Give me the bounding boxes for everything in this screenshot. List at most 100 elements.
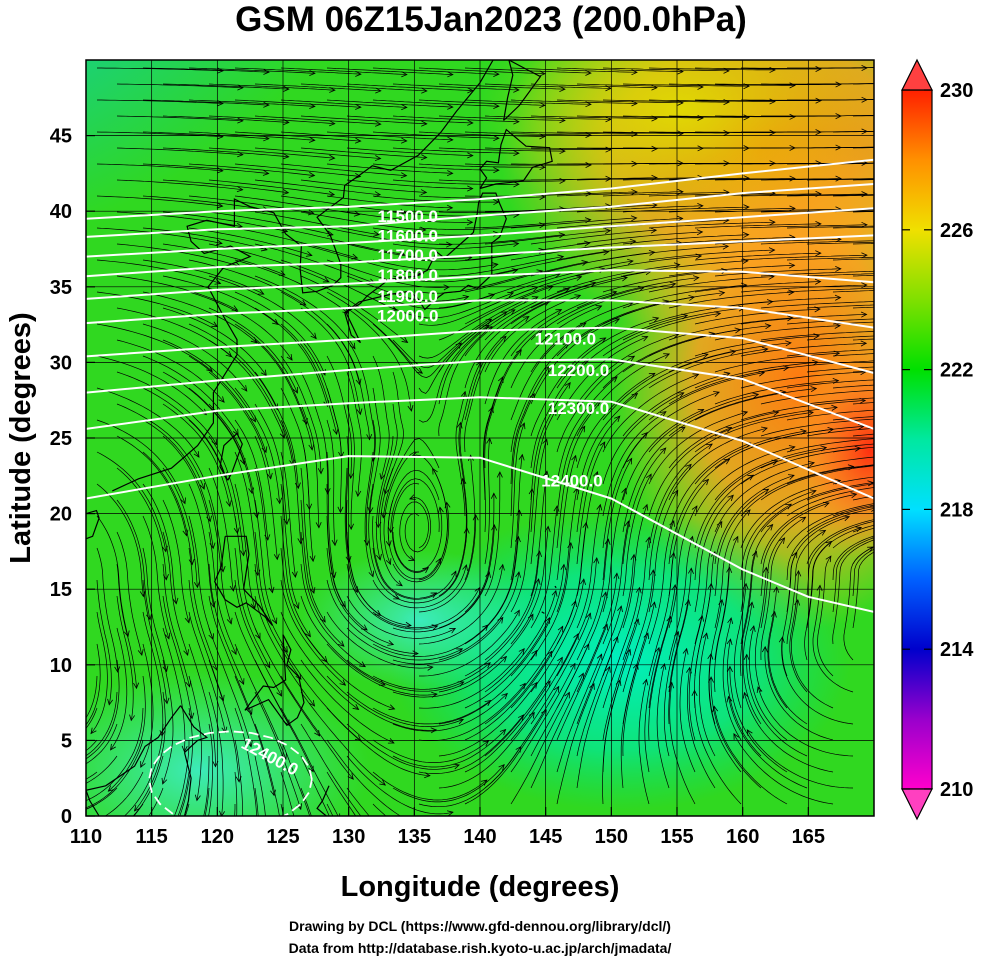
streamline-arrow-196 — [604, 228, 612, 235]
streamline-158 — [300, 211, 426, 231]
streamline-643 — [714, 536, 739, 661]
streamline-arrow-261 — [407, 405, 414, 412]
streamline-122 — [208, 179, 335, 196]
streamline-arrow-542 — [850, 492, 858, 499]
streamline-arrow-564 — [246, 708, 253, 716]
streamline-arrow-751 — [175, 818, 180, 824]
credit-data: Data from http://database.rish.kyoto-u.a… — [288, 940, 672, 956]
streamline-295 — [346, 339, 375, 462]
streamline-136 — [852, 179, 874, 181]
streamline-arrow-647 — [77, 724, 83, 730]
streamline-726 — [602, 619, 639, 741]
streamline-550 — [326, 579, 419, 654]
streamline-285 — [648, 301, 773, 325]
streamline-arrow-496 — [231, 648, 237, 656]
streamline-arrow-763 — [707, 652, 714, 660]
y-tick-label-25: 25 — [50, 428, 72, 450]
streamline-67 — [807, 115, 874, 117]
streamline-arrow-694 — [707, 582, 714, 590]
streamline-arrow-646 — [867, 546, 874, 553]
streamline-arrow-789 — [391, 820, 397, 825]
streamline-arrow-311 — [317, 467, 324, 475]
streamline-431 — [344, 467, 358, 593]
streamline-arrow-14 — [815, 66, 822, 72]
streamline-201 — [714, 238, 841, 245]
streamline-arrow-796 — [668, 681, 675, 689]
streamline-arrow-90 — [420, 154, 428, 161]
streamline-772 — [392, 764, 505, 803]
streamline-arrow-443 — [139, 590, 146, 598]
streamline-arrow-768 — [202, 818, 207, 824]
streamline-arrow-588 — [528, 487, 535, 495]
streamline-388 — [694, 388, 817, 421]
streamline-571 — [530, 471, 548, 597]
streamline-arrow-84 — [876, 129, 881, 134]
streamline-arrow-489 — [725, 426, 733, 433]
streamline-arrow-202 — [877, 238, 882, 243]
streamline-592 — [694, 495, 734, 613]
streamline-368 — [576, 333, 679, 405]
streamline-arrow-639 — [567, 541, 574, 549]
streamline-193 — [346, 243, 472, 259]
y-tick-label-30: 30 — [50, 352, 72, 374]
streamline-268 — [668, 291, 794, 309]
streamline-490 — [694, 446, 795, 517]
streamline-arrow-418 — [562, 342, 570, 349]
streamline-arrow-462 — [226, 617, 233, 625]
streamline-765 — [744, 692, 834, 773]
contour-12200 — [86, 358, 874, 430]
contour-11700 — [86, 207, 874, 258]
streamline-arrow-567 — [449, 627, 457, 634]
streamline-arrow-42 — [539, 102, 546, 109]
streamline-arrow-165 — [743, 204, 750, 211]
streamline-arrow-509 — [877, 503, 883, 508]
streamline-arrow-101 — [878, 145, 883, 150]
streamline-arrow-782 — [746, 729, 753, 736]
streamline-arrow-460 — [146, 613, 152, 621]
streamline-554 — [510, 454, 523, 581]
streamline-arrow-733 — [124, 820, 130, 826]
streamline-arrow-543 — [873, 516, 874, 518]
streamline-393 — [162, 435, 214, 549]
streamline-666 — [208, 691, 224, 816]
streamline-arrow-684 — [254, 817, 259, 822]
streamline-479 — [188, 515, 214, 640]
streamline-583 — [280, 611, 359, 710]
streamline-224 — [208, 275, 317, 339]
streamline-478 — [142, 515, 170, 639]
streamline-261 — [346, 307, 412, 412]
streamline-494 — [116, 531, 143, 656]
streamline-696 — [767, 587, 788, 709]
streamline-arrow-674 — [613, 572, 620, 580]
streamline-484 — [404, 497, 432, 553]
streamline-arrow-578 — [875, 546, 881, 551]
streamline-532 — [300, 563, 366, 667]
streamline-arrow-288 — [876, 316, 881, 321]
streamline-692 — [602, 587, 640, 709]
contour-label-12400: 12400.0 — [541, 471, 602, 490]
streamline-arrow-405 — [831, 404, 838, 411]
streamline-72 — [234, 131, 361, 142]
streamline-arrow-440 — [878, 441, 884, 446]
streamline-598 — [208, 627, 252, 747]
streamline-arrow-586 — [472, 513, 479, 521]
streamline-arrow-721 — [482, 740, 490, 747]
streamline-595 — [832, 537, 874, 613]
streamline-548 — [234, 579, 282, 697]
streamline-445 — [188, 483, 215, 608]
streamline-391 — [832, 416, 874, 421]
streamline-775 — [530, 673, 584, 789]
streamline-arrow-696 — [773, 586, 780, 593]
streamline-arrow-569 — [460, 477, 467, 485]
streamline-arrow-760 — [625, 648, 632, 656]
streamline-637 — [438, 571, 520, 661]
streamline-arrow-424 — [875, 436, 881, 441]
streamline-317 — [556, 300, 669, 357]
streamline-arrow-34 — [875, 81, 880, 86]
streamline-440 — [760, 443, 874, 469]
streamline-arrow-736 — [329, 819, 334, 825]
streamline-105 — [188, 163, 315, 176]
streamline-101 — [807, 146, 874, 149]
streamline-arrow-594 — [843, 515, 851, 522]
streamline-424 — [786, 438, 874, 453]
